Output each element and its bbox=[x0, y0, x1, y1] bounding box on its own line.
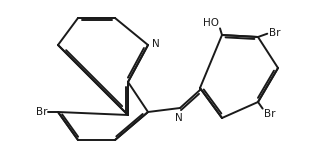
Text: N: N bbox=[175, 113, 183, 123]
Text: Br: Br bbox=[268, 28, 280, 38]
Text: HO: HO bbox=[203, 18, 219, 28]
Text: Br: Br bbox=[36, 107, 47, 117]
Text: N: N bbox=[152, 39, 160, 49]
Text: Br: Br bbox=[264, 109, 275, 119]
